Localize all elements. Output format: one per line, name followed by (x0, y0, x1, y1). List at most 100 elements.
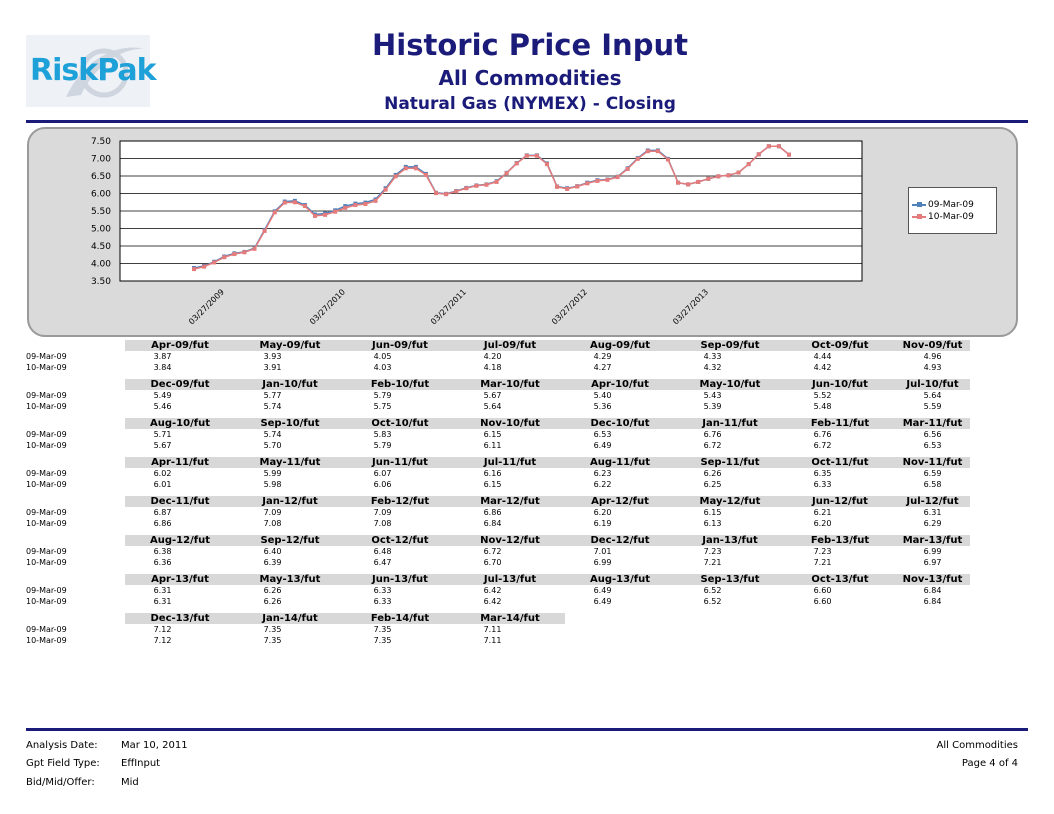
table-cell: 7.35 (263, 625, 282, 634)
table-cell: 6.60 (813, 597, 832, 606)
table-cell: 3.93 (263, 352, 282, 361)
table-cell: 6.72 (813, 441, 832, 450)
series-2-point (726, 173, 731, 178)
table-cell: 6.86 (483, 508, 502, 517)
series-2-point (645, 149, 650, 154)
table-cell: 5.74 (263, 430, 282, 439)
table-cell: 6.33 (813, 480, 832, 489)
table-cell: 7.23 (703, 547, 722, 556)
price-line-chart: 3.50 4.00 4.50 5.00 5.50 6.00 6.50 7.00 7.50 03/2… (91, 137, 863, 326)
x-tick-label: 03/27/2009 (187, 287, 226, 326)
table-cell: 5.67 (153, 441, 172, 450)
series-2-point (474, 183, 479, 188)
legend-item-series1: 09-Mar-09 (912, 199, 974, 211)
table-row-label: 10-Mar-09 (26, 597, 67, 606)
series-2-point (787, 152, 791, 157)
y-tick-label: 4.50 (91, 242, 111, 252)
table-cell: 6.49 (593, 586, 612, 595)
table-column-header: May-13/fut (235, 574, 345, 585)
series-2-point (625, 167, 630, 171)
table-cell: 6.47 (373, 558, 392, 567)
table-row-label: 10-Mar-09 (26, 363, 67, 372)
table-cell: 6.52 (703, 586, 722, 595)
table-cell: 6.31 (153, 597, 172, 606)
table-row-label: 10-Mar-09 (26, 480, 67, 489)
table-column-header: Feb-13/fut (785, 535, 895, 546)
table-cell: 6.25 (703, 480, 722, 489)
page-subtitle: All Commodities (438, 66, 622, 90)
table-cell: 4.27 (593, 363, 612, 372)
series-2-point (514, 161, 519, 166)
table-cell: 6.58 (923, 480, 942, 489)
table-cell: 5.48 (813, 402, 832, 411)
table-row-label: 10-Mar-09 (26, 636, 67, 645)
table-column-header: Jul-11/fut (455, 457, 565, 468)
series-2-point (665, 157, 670, 162)
series-2-point (323, 212, 328, 217)
table-cell: 6.15 (483, 430, 502, 439)
table-cell: 6.99 (593, 558, 612, 567)
table-row-label: 10-Mar-09 (26, 519, 67, 528)
table-cell: 6.52 (703, 597, 722, 606)
table-cell: 6.97 (923, 558, 942, 567)
series-2-point (232, 252, 237, 257)
series-2-point (252, 246, 257, 251)
table-cell: 6.20 (593, 508, 612, 517)
table-column-header: Jul-12/fut (895, 496, 970, 507)
table-column-header: Mar-13/fut (895, 535, 970, 546)
series-2-point (696, 179, 701, 184)
series-2-point (534, 153, 539, 158)
bid-mid-offer-label: Bid/Mid/Offer: (26, 777, 95, 788)
table-cell: 6.35 (813, 469, 832, 478)
series-2-point (706, 176, 711, 181)
table-column-header: Jun-13/fut (345, 574, 455, 585)
series-2-point (363, 202, 368, 206)
table-column-header: Apr-11/fut (125, 457, 235, 468)
table-cell: 3.84 (153, 363, 172, 372)
series-2-point (716, 174, 721, 179)
table-column-header: Oct-09/fut (785, 340, 895, 351)
table-cell: 6.56 (923, 430, 942, 439)
y-tick-label: 6.00 (91, 190, 111, 200)
table-cell: 6.02 (153, 469, 172, 478)
table-cell: 6.42 (483, 597, 502, 606)
series-2-point (766, 144, 771, 149)
series-2-point (686, 182, 691, 187)
table-cell: 6.49 (593, 441, 612, 450)
series-2-point (333, 209, 338, 214)
series-2-point (222, 255, 227, 260)
table-cell: 6.99 (923, 547, 942, 556)
table-cell: 3.91 (263, 363, 282, 372)
table-cell: 6.16 (483, 469, 502, 478)
table-row-label: 10-Mar-09 (26, 441, 67, 450)
field-type-value: EffInput (121, 758, 161, 769)
table-cell: 5.67 (483, 391, 502, 400)
table-cell: 5.49 (153, 391, 172, 400)
series-2-point (585, 181, 590, 186)
table-column-header: Jan-14/fut (235, 613, 345, 624)
y-tick-label: 3.50 (91, 277, 111, 287)
table-cell: 7.35 (373, 625, 392, 634)
table-cell: 7.08 (373, 519, 392, 528)
series-2-point (595, 178, 600, 183)
series-2-point (504, 171, 509, 176)
series-2-point (565, 186, 570, 191)
field-type-label: Gpt Field Type: (26, 758, 100, 769)
series-2-point (635, 156, 640, 161)
table-cell: 6.06 (373, 480, 392, 489)
table-column-header: Aug-11/fut (565, 457, 675, 468)
x-tick-label: 03/27/2011 (429, 287, 468, 326)
x-tick-label: 03/27/2010 (308, 287, 347, 326)
table-cell: 6.11 (483, 441, 502, 450)
series-2-point (202, 264, 207, 269)
table-cell: 6.07 (373, 469, 392, 478)
table-cell: 6.29 (923, 519, 942, 528)
table-cell: 5.39 (703, 402, 722, 411)
table-cell: 4.32 (703, 363, 722, 372)
table-cell: 5.46 (153, 402, 172, 411)
series-2-point (736, 170, 741, 175)
table-cell: 5.77 (263, 391, 282, 400)
table-row-label: 09-Mar-09 (26, 352, 67, 361)
table-cell: 5.59 (923, 402, 942, 411)
table-cell: 6.26 (263, 586, 282, 595)
